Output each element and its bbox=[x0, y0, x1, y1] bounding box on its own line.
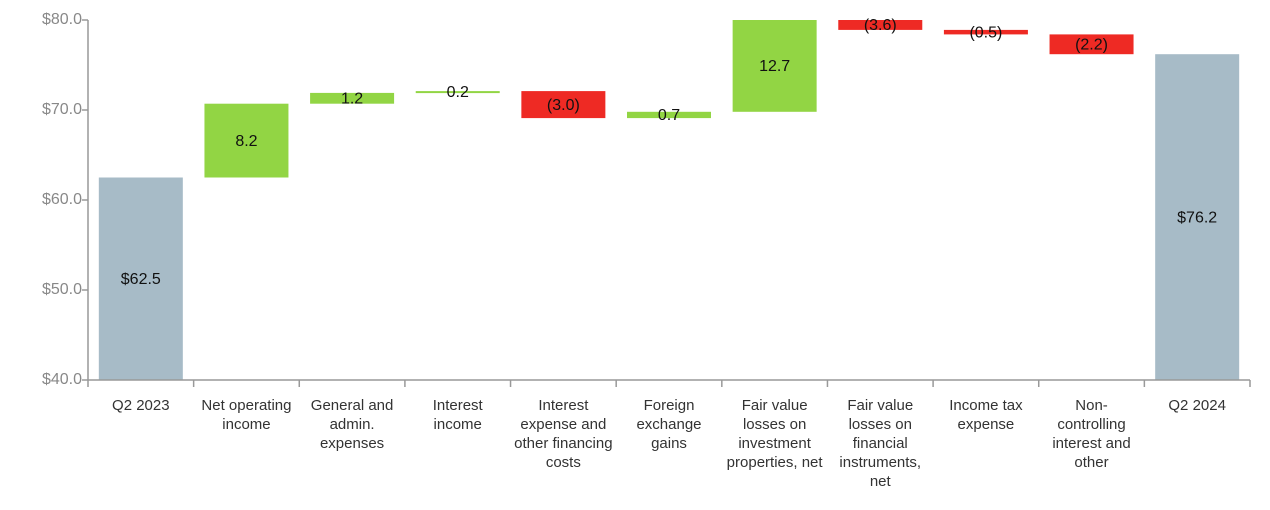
y-tick-label: $80.0 bbox=[42, 11, 82, 28]
x-tick-label: Foreign exchange gains bbox=[636, 397, 702, 452]
bar bbox=[310, 92, 395, 104]
data-label: 0.2 bbox=[447, 84, 469, 101]
bar bbox=[1049, 34, 1134, 55]
bar bbox=[98, 177, 183, 380]
plot-area bbox=[98, 20, 1240, 380]
bar bbox=[627, 111, 711, 119]
y-tick-label: $60.0 bbox=[42, 191, 82, 208]
y-tick-label: $40.0 bbox=[42, 371, 82, 388]
bar bbox=[1155, 54, 1240, 380]
bar bbox=[521, 91, 606, 119]
data-label: (0.5) bbox=[969, 24, 1002, 41]
data-label: 1.2 bbox=[341, 91, 363, 108]
data-label: 12.7 bbox=[759, 58, 790, 75]
bar bbox=[204, 103, 289, 178]
data-label: (3.6) bbox=[864, 17, 897, 34]
x-tick-label: Fair value losses on investment properti… bbox=[726, 397, 823, 471]
bar bbox=[415, 91, 500, 94]
x-tick-label: Net operating income bbox=[201, 397, 292, 433]
bar bbox=[943, 29, 1028, 35]
y-tick-label: $50.0 bbox=[42, 281, 82, 298]
x-tick-label: Interest income bbox=[432, 397, 483, 433]
x-tick-label: Q2 2024 bbox=[1168, 397, 1226, 414]
bar bbox=[732, 20, 817, 112]
data-label: $62.5 bbox=[121, 271, 161, 288]
x-tick-label: General and admin. expenses bbox=[310, 397, 394, 452]
data-label: (3.0) bbox=[547, 97, 580, 114]
x-tick-label: Interest expense and other financing cos… bbox=[514, 397, 613, 471]
x-tick-label: Q2 2023 bbox=[112, 397, 170, 414]
x-tick-label: Non-controlling interest and other bbox=[1052, 397, 1131, 471]
y-tick-label: $70.0 bbox=[42, 101, 82, 118]
x-tick-label: Fair value losses on financial instrumen… bbox=[839, 397, 922, 490]
bar bbox=[838, 20, 923, 30]
data-label: 8.2 bbox=[235, 133, 257, 150]
data-label: 0.7 bbox=[658, 107, 680, 124]
data-label: $76.2 bbox=[1177, 209, 1217, 226]
data-label: (2.2) bbox=[1075, 37, 1108, 54]
x-tick-label: Income tax expense bbox=[949, 397, 1023, 433]
